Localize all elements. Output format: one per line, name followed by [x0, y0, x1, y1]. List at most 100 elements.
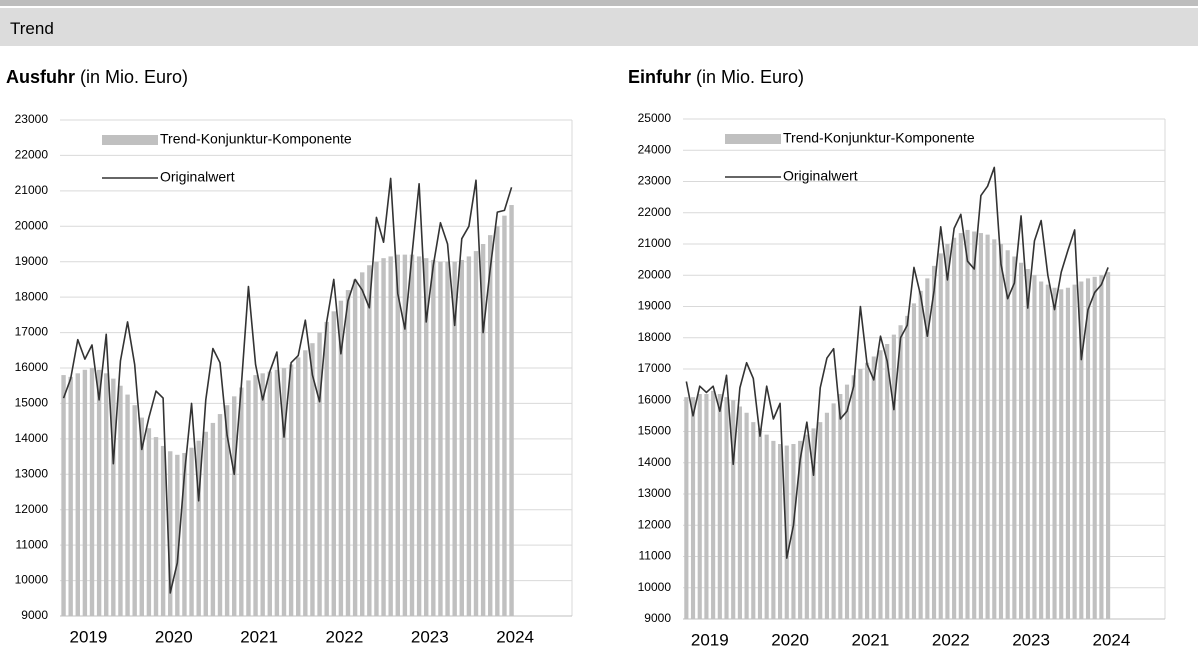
bar	[731, 400, 736, 619]
bar	[317, 332, 322, 616]
y-tick-label: 15000	[638, 424, 672, 438]
chart-title-main: Einfuhr	[628, 67, 691, 87]
y-tick-label: 11000	[639, 549, 672, 563]
y-tick-label: 15000	[15, 396, 49, 410]
y-tick-label: 18000	[638, 330, 672, 344]
bar	[431, 259, 436, 616]
bar	[367, 265, 372, 616]
bar	[1039, 281, 1044, 619]
y-tick-label: 23000	[15, 112, 49, 126]
bar	[118, 385, 123, 616]
chart-title-unit: (in Mio. Euro)	[80, 67, 188, 87]
bar	[296, 357, 301, 616]
bar	[711, 390, 716, 619]
bar	[132, 405, 137, 616]
y-tick-label: 16000	[15, 360, 49, 374]
bar	[160, 445, 166, 616]
y-tick-label: 14000	[638, 455, 672, 469]
bar	[985, 234, 990, 619]
bar	[1045, 284, 1050, 619]
bar	[1085, 278, 1091, 619]
bar	[125, 394, 130, 616]
y-tick-label: 12000	[15, 502, 49, 516]
y-tick-label: 24000	[638, 142, 672, 156]
bar	[96, 369, 102, 616]
bar	[945, 244, 950, 619]
top-border	[0, 0, 1198, 6]
y-tick-label: 17000	[638, 361, 672, 375]
bar	[1072, 284, 1077, 619]
y-tick-label: 13000	[638, 486, 672, 500]
bar	[1018, 262, 1024, 619]
bar	[958, 233, 963, 619]
y-tick-label: 22000	[15, 148, 49, 162]
bar	[771, 440, 776, 619]
x-tick-label: 2024	[496, 627, 534, 646]
bar	[704, 394, 709, 619]
bar	[1099, 275, 1104, 619]
bar	[495, 226, 500, 617]
legend-label: Originalwert	[783, 168, 858, 184]
bar	[61, 375, 66, 616]
bar	[965, 229, 970, 619]
x-tick-label: 2023	[1012, 630, 1050, 649]
y-tick-label: 21000	[638, 236, 672, 250]
bar	[153, 437, 159, 616]
bar	[1059, 289, 1064, 619]
bar	[744, 412, 749, 619]
x-tick-label: 2024	[1093, 630, 1131, 649]
bar	[409, 254, 415, 616]
chart-title-unit: (in Mio. Euro)	[696, 67, 804, 87]
bar	[360, 272, 365, 616]
bar	[239, 387, 244, 616]
x-tick-label: 2019	[691, 630, 729, 649]
bar	[82, 369, 88, 616]
bar	[416, 256, 422, 616]
bar	[445, 261, 450, 616]
bar	[210, 422, 216, 616]
bar	[757, 428, 763, 619]
bar	[784, 445, 789, 619]
bar	[388, 256, 393, 616]
bar	[395, 254, 400, 616]
y-tick-label: 20000	[15, 218, 49, 232]
chart-title: Einfuhr (in Mio. Euro)	[628, 67, 804, 87]
bar	[466, 256, 472, 616]
legend-label: Originalwert	[160, 169, 235, 185]
bar	[1106, 272, 1111, 619]
bar	[791, 444, 796, 619]
bar	[804, 434, 809, 619]
bar	[851, 375, 856, 619]
legend-label: Trend-Konjunktur-Komponente	[783, 130, 975, 146]
bar	[488, 235, 493, 616]
bar	[938, 253, 943, 619]
bar	[68, 376, 73, 616]
bar	[324, 321, 329, 616]
legend-label: Trend-Konjunktur-Komponente	[160, 131, 352, 147]
y-tick-label: 14000	[15, 431, 49, 445]
bar	[952, 237, 957, 619]
bar	[246, 380, 251, 616]
bar	[182, 453, 187, 616]
bar	[146, 428, 152, 616]
bar	[764, 434, 769, 619]
bar	[998, 244, 1004, 619]
bar	[844, 384, 850, 619]
y-tick-label: 12000	[638, 517, 672, 531]
bar	[89, 368, 95, 616]
bar	[310, 343, 315, 616]
bar	[871, 356, 876, 619]
line	[62, 177, 513, 594]
bar	[480, 244, 486, 616]
bar	[75, 373, 80, 616]
bar	[972, 231, 977, 619]
bar	[811, 428, 816, 619]
y-tick-label: 23000	[638, 174, 672, 188]
bar	[331, 311, 336, 616]
bar	[737, 406, 742, 619]
bar	[992, 239, 997, 619]
bar	[878, 350, 883, 619]
bar	[338, 300, 344, 616]
section-title: Trend	[10, 19, 54, 38]
y-tick-label: 19000	[638, 299, 672, 313]
